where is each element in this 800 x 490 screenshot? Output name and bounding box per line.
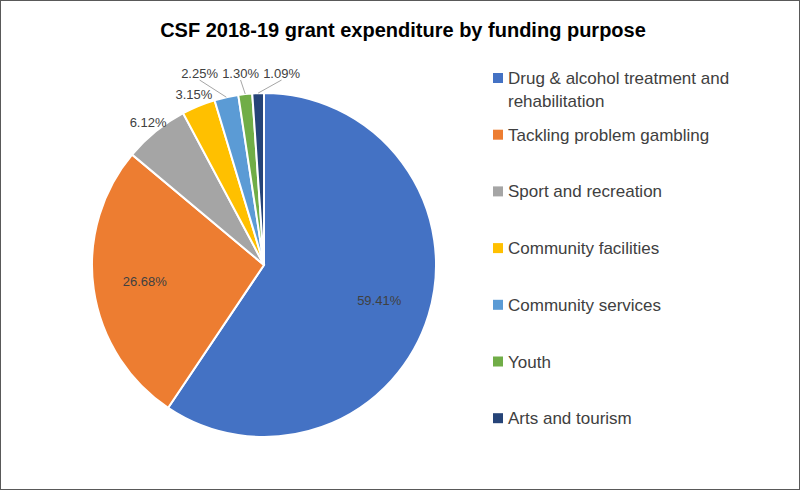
legend-swatch: [493, 130, 503, 140]
leader-line: [258, 80, 281, 93]
data-label: 3.15%: [176, 87, 213, 102]
legend: Drug & alcohol treatment andrehabilitati…: [493, 69, 729, 428]
legend-swatch: [493, 73, 503, 83]
leader-line: [241, 80, 246, 94]
legend-swatch: [493, 413, 503, 423]
legend-label: Drug & alcohol treatment andrehabilitati…: [508, 69, 729, 111]
data-label: 1.09%: [263, 66, 300, 81]
legend-label: Arts and tourism: [508, 409, 632, 428]
legend-label: Community facilities: [508, 239, 659, 258]
legend-swatch: [493, 357, 503, 367]
chart: CSF 2018-19 grant expenditure by funding…: [0, 0, 800, 490]
legend-swatch: [493, 186, 503, 196]
legend-label: Tackling problem gambling: [508, 125, 709, 144]
data-label: 59.41%: [357, 293, 402, 308]
legend-label: Sport and recreation: [508, 182, 662, 201]
legend-swatch: [493, 243, 503, 253]
pie-slice: [252, 93, 264, 265]
chart-title: CSF 2018-19 grant expenditure by funding…: [160, 19, 646, 41]
legend-label: Youth: [508, 352, 551, 371]
data-label: 2.25%: [181, 66, 218, 81]
legend-label: Community services: [508, 295, 661, 314]
chart-frame: [1, 1, 800, 490]
pie-slice: [238, 93, 264, 265]
plot-area: [92, 93, 436, 437]
data-label: 6.12%: [130, 115, 167, 130]
data-labels: 59.41% 26.68% 6.12% 3.15% 2.25% 1.30% 1.09%: [123, 66, 402, 308]
legend-swatch: [493, 300, 503, 310]
data-label: 1.30%: [222, 66, 259, 81]
data-label: 26.68%: [123, 274, 168, 289]
